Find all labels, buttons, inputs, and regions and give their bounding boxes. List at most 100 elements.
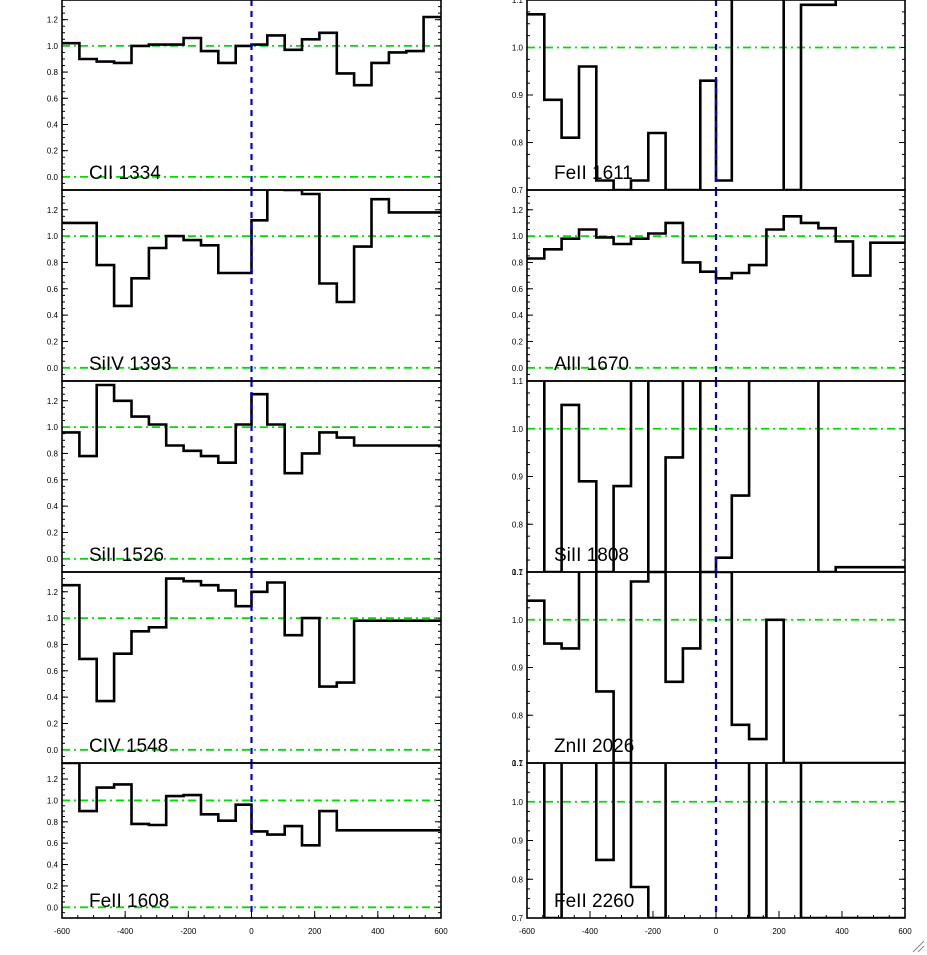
y-tick-label: 0.4 [47, 120, 59, 129]
y-tick-label: 1.0 [512, 232, 524, 241]
y-tick-label: 0.4 [47, 693, 59, 702]
y-tick-label: 0.2 [512, 337, 524, 346]
y-tick-label: 1.0 [47, 42, 59, 51]
y-tick-label: 0.8 [512, 875, 524, 884]
panel-siii-1808: 0.7 0.8 0.9 1.0 1.1 SiII 1808 [512, 377, 906, 577]
x-tick-label: -600 [54, 927, 71, 936]
y-tick-label: 1.1 [512, 759, 524, 768]
flux-histogram [543, 381, 905, 572]
y-tick-label: 0.6 [47, 476, 59, 485]
y-tick-label: 1.2 [47, 16, 59, 25]
y-tick-label: 0.8 [47, 68, 59, 77]
flux-histogram [62, 577, 441, 703]
y-tick-label: 0.8 [47, 640, 59, 649]
y-tick-label: 1.2 [47, 775, 59, 784]
y-tick-label: 1.0 [512, 425, 524, 434]
y-tick-label: 0.8 [512, 258, 524, 267]
y-tick-label: 1.2 [47, 206, 59, 215]
y-tick-label: 1.0 [47, 423, 59, 432]
panel-civ-1548: 0.0 0.2 0.4 0.6 0.8 1.0 1.2 CIV 1548 [47, 571, 442, 764]
y-tick-label: 1.2 [47, 397, 59, 406]
y-tick-label: 0.6 [47, 667, 59, 676]
flux-histogram [527, 572, 905, 763]
x-axis-column-1: -600 -400 -200 0 200 400 600 [519, 911, 912, 936]
y-tick-label: 0.8 [47, 449, 59, 458]
panel-label: CIV 1548 [89, 736, 168, 757]
y-tick-label: 0.8 [47, 818, 59, 827]
x-tick-label: -200 [645, 927, 662, 936]
panel-label: AlII 1670 [554, 354, 629, 375]
panel-cii-1334: 0.0 0.2 0.4 0.6 0.8 1.0 1.2 CII 1334 [47, 0, 442, 191]
panel-siiv-1393: 0.0 0.2 0.4 0.6 0.8 1.0 1.2 SiIV 1393 [47, 189, 442, 382]
y-tick-label: 0.9 [512, 664, 524, 673]
x-tick-label: -200 [180, 927, 197, 936]
panel-label: ZnII 2026 [554, 736, 634, 757]
y-tick-label: 1.0 [512, 44, 524, 53]
x-tick-label: 600 [434, 927, 448, 936]
panel-label: FeII 1608 [89, 891, 169, 912]
y-tick-label: 0.4 [47, 502, 59, 511]
y-tick-label: 0.4 [47, 861, 59, 870]
y-tick-label: 0.4 [512, 311, 524, 320]
y-tick-label: 0.7 [512, 759, 524, 768]
y-tick-label: 0.8 [512, 520, 524, 529]
x-tick-label: 200 [772, 927, 786, 936]
x-axis-column-0: -600 -400 -200 0 200 400 600 [54, 911, 448, 936]
x-tick-label: -600 [519, 927, 536, 936]
panel-frame [61, 0, 442, 191]
y-tick-label: 0.6 [512, 285, 524, 294]
y-tick-label: 0.0 [47, 903, 59, 912]
flux-histogram [62, 763, 441, 847]
x-tick-label: 600 [898, 927, 912, 936]
y-tick-label: 0.0 [47, 173, 59, 182]
y-tick-label: 0.6 [47, 285, 59, 294]
panel-label: SiIV 1393 [89, 354, 171, 375]
y-tick-label: 0.7 [512, 186, 524, 195]
y-tick-label: 0.6 [47, 839, 59, 848]
y-tick-label: 0.7 [512, 568, 524, 577]
y-tick-label: 0.8 [512, 711, 524, 720]
y-tick-label: 0.2 [47, 882, 59, 891]
x-tick-label: 400 [835, 927, 849, 936]
x-tick-label: -400 [117, 927, 134, 936]
flux-histogram [527, 0, 837, 190]
y-tick-label: 0.0 [47, 364, 59, 373]
panel-frame [526, 571, 906, 764]
y-tick-label: 1.0 [47, 796, 59, 805]
panel-frame [61, 189, 442, 382]
panel-label: FeII 1611 [554, 163, 633, 184]
y-tick-label: 1.0 [512, 616, 524, 625]
resize-grip-icon [912, 940, 925, 953]
y-tick-label: 1.1 [512, 0, 524, 5]
panel-label: CII 1334 [89, 163, 161, 184]
panels-layer: 0.0 0.2 0.4 0.6 0.8 1.0 1.2 CII 1334 0.7 0.8 0.9 1.… [47, 0, 906, 923]
y-tick-label: 1.2 [512, 206, 524, 215]
panel-frame [526, 380, 906, 573]
y-tick-label: 0.9 [512, 91, 524, 100]
y-tick-label: 0.2 [47, 337, 59, 346]
panel-feii-1608: 0.0 0.2 0.4 0.6 0.8 1.0 1.2 FeII 1608 [47, 762, 442, 919]
y-tick-label: 0.9 [512, 837, 524, 846]
y-tick-label: 0.2 [47, 528, 59, 537]
y-tick-label: 1.1 [512, 568, 524, 577]
y-tick-label: 0.2 [47, 147, 59, 156]
panel-label: FeII 2260 [554, 891, 634, 912]
panel-znii-2026: 0.7 0.8 0.9 1.0 1.1 ZnII 2026 [512, 568, 906, 768]
y-tick-label: 0.2 [47, 719, 59, 728]
x-axis-layer: -600 -400 -200 0 200 400 600 -600 -400 -200 0 200 40… [54, 911, 912, 936]
x-tick-label: 0 [714, 927, 719, 936]
y-tick-label: 1.0 [512, 798, 524, 807]
panel-feii-1611: 0.7 0.8 0.9 1.0 1.1 FeII 1611 [512, 0, 906, 195]
y-tick-label: 0.0 [512, 364, 524, 373]
x-tick-label: 0 [249, 927, 254, 936]
y-tick-label: 1.0 [47, 232, 59, 241]
panel-label: SiII 1526 [89, 545, 164, 566]
y-tick-label: 1.0 [47, 614, 59, 623]
y-tick-label: 0.4 [47, 311, 59, 320]
panel-label: SiII 1808 [554, 545, 629, 566]
y-tick-label: 0.6 [47, 94, 59, 103]
y-tick-label: 0.8 [512, 139, 524, 148]
y-tick-label: 0.9 [512, 473, 524, 482]
panel-frame [526, 189, 906, 382]
